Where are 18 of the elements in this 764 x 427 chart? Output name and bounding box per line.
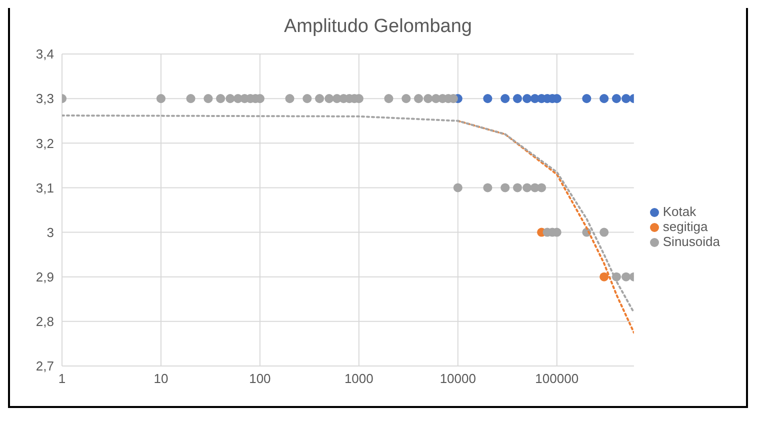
chart-title: Amplitudo Gelombang bbox=[283, 15, 473, 39]
legend-label: Sinusoida bbox=[662, 234, 720, 248]
x-tick-label: 1 bbox=[58, 371, 66, 386]
y-tick-label: 3,4 bbox=[36, 46, 54, 62]
x-tick-label: 100 bbox=[249, 371, 271, 386]
y-tick-label: 3,1 bbox=[36, 180, 54, 196]
y-tick-label: 3 bbox=[46, 224, 54, 240]
x-tick-label: 10 bbox=[154, 371, 168, 386]
y-tick-label: 2,7 bbox=[36, 358, 54, 374]
x-tick-label: 1000 bbox=[344, 371, 374, 386]
legend-label: segitiga bbox=[662, 218, 708, 234]
y-tick-label: 3,2 bbox=[36, 136, 54, 151]
legend-label: Kotak bbox=[662, 204, 696, 218]
x-tick-label: 10000 bbox=[440, 371, 476, 386]
y-tick-label: 2,8 bbox=[36, 314, 54, 330]
x-tick-label: 100000 bbox=[535, 371, 579, 386]
y-tick-label: 2,9 bbox=[36, 269, 54, 284]
y-tick-label: 3,3 bbox=[36, 91, 54, 106]
